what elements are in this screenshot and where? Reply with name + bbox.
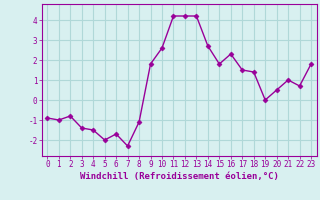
X-axis label: Windchill (Refroidissement éolien,°C): Windchill (Refroidissement éolien,°C) xyxy=(80,172,279,181)
